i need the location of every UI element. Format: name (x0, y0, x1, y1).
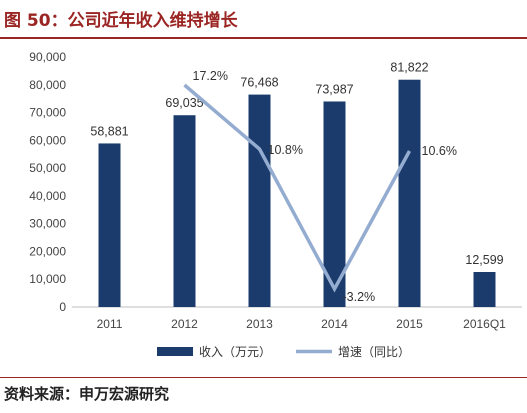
y-tick-label: 90,000 (29, 50, 66, 64)
y-axis: 0 10,000 20,000 30,000 40,000 50,000 60,000 70,… (29, 50, 66, 314)
legend-swatch-revenue (157, 347, 193, 356)
y-tick-label: 30,000 (29, 217, 66, 231)
y-tick-label: 20,000 (29, 244, 66, 258)
x-tick-label: 2016Q1 (463, 317, 506, 331)
y-tick-label: 60,000 (29, 133, 66, 147)
revenue-bar-label: 73,987 (315, 82, 353, 96)
title-bar: 图 50：公司近年收入维持增长 (0, 0, 527, 40)
revenue-bar-label: 81,822 (390, 61, 428, 75)
x-tick-label: 2015 (396, 317, 423, 331)
x-tick-label: 2011 (97, 317, 123, 331)
revenue-bar (473, 272, 496, 307)
revenue-bar-labels: 58,881 69,035 76,468 73,987 81,822 12,599 (90, 61, 503, 267)
title-rule (0, 37, 527, 39)
legend-label-revenue: 收入（万元） (199, 345, 271, 359)
revenue-bar (98, 143, 121, 307)
x-tick-label: 2014 (321, 317, 348, 331)
legend: 收入（万元） 增速（同比） (157, 345, 410, 359)
y-tick-label: 70,000 (29, 106, 66, 120)
revenue-bars (98, 79, 496, 307)
legend-label-growth: 增速（同比） (338, 345, 410, 359)
revenue-bar-label: 69,035 (165, 96, 203, 110)
growth-polyline (183, 83, 412, 293)
revenue-bar (248, 94, 271, 307)
revenue-bar (398, 79, 421, 307)
revenue-bar-label: 12,599 (465, 253, 503, 267)
growth-point-label: 17.2% (193, 69, 228, 83)
figure-title: 图 50：公司近年收入维持增长 (4, 11, 238, 31)
y-tick-label: 80,000 (29, 78, 66, 92)
growth-point-label: 10.8% (268, 143, 303, 157)
growth-line-labels: 17.2% 10.8% -3.2% 10.6% (193, 69, 457, 304)
growth-point-label: 10.6% (422, 144, 457, 158)
revenue-bar-label: 58,881 (90, 124, 128, 138)
x-tick-label: 2013 (246, 317, 273, 331)
growth-line (183, 83, 412, 293)
y-tick-label: 0 (59, 300, 66, 314)
revenue-bar (323, 101, 346, 307)
footer-rule (0, 377, 527, 378)
y-tick-label: 50,000 (29, 161, 66, 175)
growth-point-label: -3.2% (343, 290, 376, 304)
revenue-bar-label: 76,468 (240, 76, 278, 90)
y-tick-label: 10,000 (29, 272, 66, 286)
y-tick-label: 40,000 (29, 189, 66, 203)
x-tick-label: 2012 (171, 317, 198, 331)
revenue-bar (173, 115, 196, 307)
x-axis: 2011 2012 2013 2014 2015 2016Q1 (72, 306, 522, 331)
source-note: 资料来源：申万宏源研究 (4, 385, 170, 403)
